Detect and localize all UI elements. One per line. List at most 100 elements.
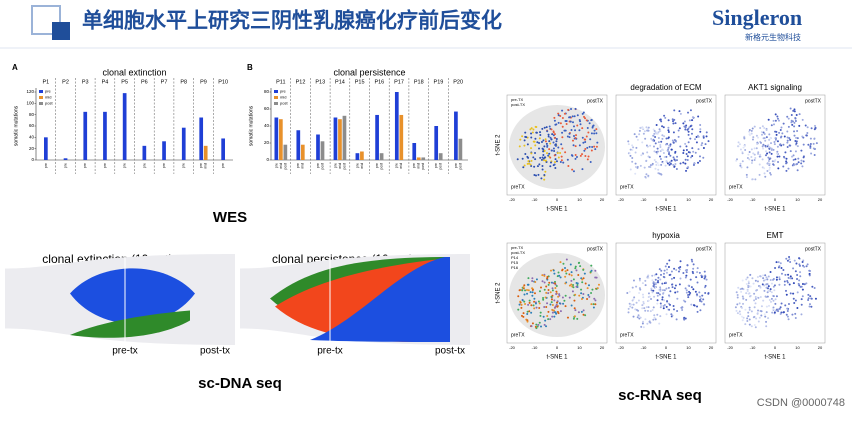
cell [689,109,692,112]
cell [542,298,545,301]
cell [765,283,768,286]
cell [533,307,536,310]
cell [702,298,705,301]
clone [70,268,195,324]
cell [764,315,767,318]
cell [562,262,565,265]
cell [641,282,644,285]
cell [768,133,771,136]
cell [769,288,772,291]
cell [568,116,571,119]
cell [754,302,757,305]
cell [758,316,761,319]
cell [627,143,630,146]
cell [572,144,575,147]
cell [786,309,789,312]
cell [638,292,641,295]
cell [753,306,756,309]
cell [789,292,792,295]
cell [784,151,787,154]
cell [543,274,546,277]
tsne-title: hypoxia [652,231,680,240]
cell [809,146,812,149]
cell [546,314,549,317]
cell [570,274,573,277]
cell [549,161,552,164]
cell [574,145,577,148]
logo-sub: 新格元生物科技 [745,32,801,42]
cell [763,289,766,292]
cell [700,144,703,147]
cell [570,304,573,307]
cell [766,169,769,172]
cell [808,305,811,308]
cell [808,303,811,306]
cell [578,118,581,121]
cell [678,127,681,130]
cell [679,112,682,115]
cell [657,292,660,295]
cell [796,162,799,165]
cell [767,317,770,320]
cell [735,291,738,294]
patient-label: P8 [180,79,187,85]
panel-letter: B [247,63,253,72]
cell [749,285,752,288]
cell [669,143,672,146]
cell [695,136,698,139]
cell [794,150,797,153]
cell [642,300,645,303]
x-tick-label: 0 [665,197,668,202]
cell [808,272,811,275]
cell [672,120,675,123]
cell [544,138,547,141]
cell [652,289,655,292]
cell [651,162,654,165]
cell [523,144,526,147]
cell [583,115,586,118]
cell [694,290,697,293]
cell [788,137,791,140]
post-label: postTX [587,246,604,252]
cell [692,267,695,270]
cell [534,325,537,328]
legend-swatch [39,90,43,93]
cell [543,323,546,326]
cell [643,130,646,133]
cell [562,302,565,305]
cell [588,295,591,298]
cell [660,269,663,272]
cell [765,286,768,289]
cell [661,296,664,299]
cell [755,147,758,150]
cell [784,289,787,292]
cell [657,168,660,171]
cell [674,291,677,294]
cell [745,173,748,176]
cell [535,131,538,134]
cell [581,168,584,171]
bar [412,143,417,160]
cell [555,285,558,288]
cell [782,268,785,271]
cell [768,138,771,141]
cell [681,309,684,312]
cell [564,294,567,297]
cell [544,170,547,173]
cell [653,132,656,135]
cell [567,164,570,167]
cell [704,143,707,146]
cell [688,119,691,122]
x-tick-label: 0 [556,197,559,202]
fish-label: pre-tx [317,346,343,357]
cell [786,146,789,149]
cell [642,132,645,135]
cell [784,304,787,307]
cell [561,116,564,119]
cell [559,261,562,264]
cell [638,279,641,282]
cell [736,145,739,148]
section-label: sc-RNA seq [618,387,702,404]
cell [773,143,776,146]
cell [690,258,693,261]
